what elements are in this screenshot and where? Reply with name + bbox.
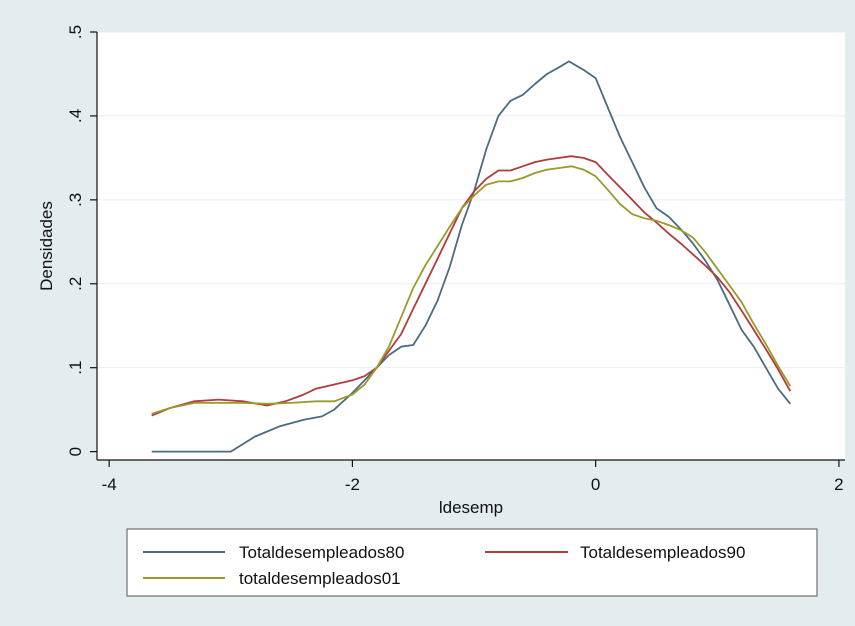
x-tick-label: -4 [102,475,117,494]
y-axis-title: Densidades [37,201,56,291]
y-tick-label: .3 [66,193,85,207]
legend-label-totaldesempleados80: Totaldesempleados80 [239,543,404,562]
x-tick-label: 2 [834,475,843,494]
axes [90,31,845,467]
y-tick-label: 0 [66,447,85,456]
y-tick-label: .1 [66,361,85,375]
legend-label-totaldesempleados01: totaldesempleados01 [239,569,401,588]
y-tick-label: .2 [66,277,85,291]
plot-area [97,32,845,460]
x-tick-label: 0 [591,475,600,494]
series-line-totaldesempleados90 [151,155,792,417]
x-axis-title: ldesemp [439,498,503,517]
legend-box [126,528,818,597]
x-tick-label: -2 [345,475,360,494]
legend-label-totaldesempleados90: Totaldesempleados90 [580,543,745,562]
series-line-totaldesempleados80 [151,60,792,453]
y-tick-label: .5 [66,25,85,39]
series-line-totaldesempleados01 [151,165,792,415]
y-tick-label: .4 [66,109,85,123]
series-lines [151,60,792,453]
legend: Totaldesempleados80 Totaldesempleados90 … [126,528,818,597]
tick-labels: 0 .1 .2 .3 .4 .5 -4 -2 0 2 [66,25,844,494]
